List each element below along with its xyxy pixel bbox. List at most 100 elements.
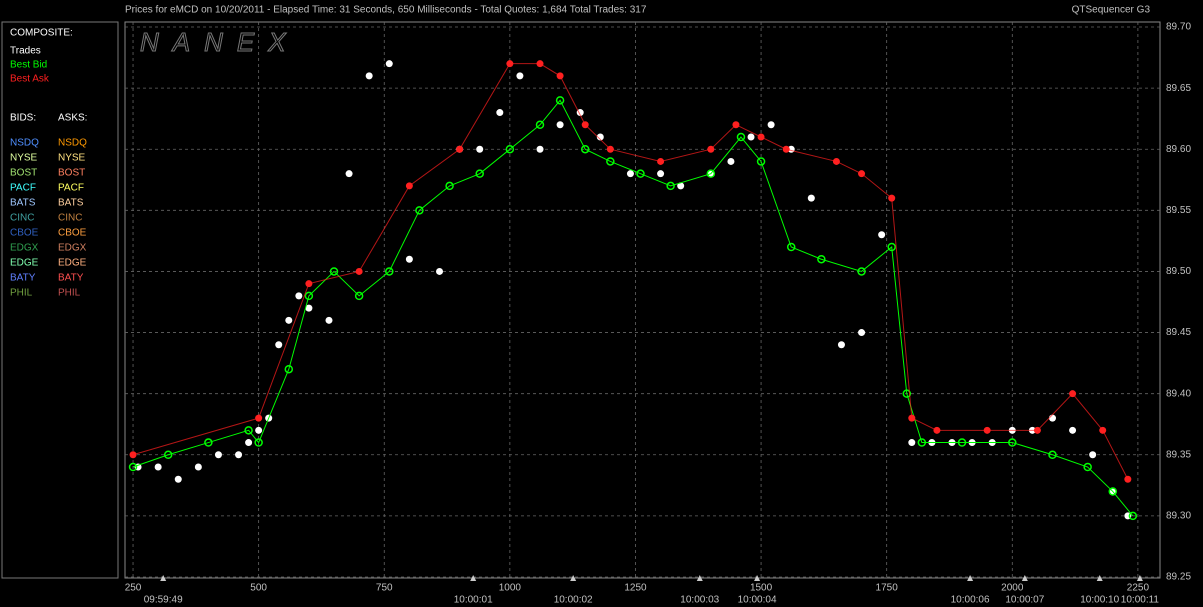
time-tick-mark	[696, 575, 703, 581]
data-point	[832, 157, 840, 165]
data-point	[666, 181, 675, 191]
x-tick-label: 2000	[1001, 583, 1024, 594]
data-point	[1008, 438, 1017, 447]
x-tick-label: 250	[125, 583, 142, 594]
data-point	[456, 145, 464, 153]
y-tick-label: 89.65	[1166, 83, 1191, 94]
legend-entry: Best Ask	[10, 74, 50, 85]
time-tick-label: 10:00:07	[1005, 595, 1044, 606]
time-tick-mark	[1096, 575, 1103, 581]
data-point	[305, 280, 313, 288]
legend-ask: EDGX	[58, 243, 87, 254]
data-point	[244, 426, 253, 435]
data-point	[1033, 426, 1041, 434]
data-point	[902, 389, 912, 398]
data-point	[516, 72, 524, 80]
data-point	[214, 451, 222, 459]
plot-area	[124, 21, 1161, 579]
data-point	[917, 438, 927, 447]
y-tick-label: 89.25	[1166, 572, 1191, 583]
data-point	[1124, 475, 1132, 483]
legend-ask: BOST	[58, 168, 85, 179]
data-point	[194, 463, 202, 471]
data-point	[154, 463, 162, 471]
chart-title: Prices for eMCD on 10/20/2011 - Elapsed …	[125, 5, 647, 16]
data-point	[536, 145, 544, 153]
series-line	[132, 99, 1134, 517]
data-point	[626, 170, 634, 178]
legend-bid: BOST	[10, 168, 37, 179]
x-tick-label: 1250	[624, 583, 647, 594]
time-tick-mark	[1021, 575, 1028, 581]
legend-ask: BATY	[58, 273, 84, 284]
y-tick-label: 89.30	[1166, 511, 1191, 522]
legend-ask: NSDQ	[58, 138, 87, 149]
bids-label: BIDS:	[10, 113, 36, 124]
y-tick-label: 89.45	[1166, 327, 1191, 338]
legend-panel	[1, 21, 119, 579]
data-point	[505, 144, 515, 154]
data-point	[245, 439, 253, 447]
data-point	[535, 120, 545, 130]
legend-bid: PHIL	[10, 288, 33, 299]
data-point	[235, 451, 243, 459]
data-point	[1048, 414, 1056, 422]
data-point	[255, 426, 263, 434]
data-point	[1083, 462, 1092, 472]
data-point	[807, 194, 815, 202]
data-point	[129, 451, 137, 459]
data-point	[1108, 487, 1118, 496]
time-tick-label: 10:00:11	[1121, 595, 1160, 606]
time-tick-mark	[570, 575, 577, 581]
data-point	[163, 450, 173, 460]
data-point	[1048, 450, 1057, 460]
data-point	[908, 439, 916, 447]
data-point	[878, 231, 886, 239]
legend-ask: EDGE	[58, 258, 87, 269]
data-point	[476, 145, 484, 153]
data-point	[887, 242, 896, 252]
data-point	[355, 267, 363, 275]
data-point	[305, 304, 313, 312]
data-point	[295, 292, 303, 300]
data-point	[732, 121, 740, 129]
data-point	[581, 121, 589, 129]
data-point	[556, 121, 564, 129]
y-tick-label: 89.70	[1166, 22, 1191, 33]
time-tick-label: 10:00:04	[738, 595, 777, 606]
data-point	[555, 96, 565, 105]
time-tick-mark	[967, 575, 974, 581]
y-tick-label: 89.35	[1166, 449, 1191, 460]
data-point	[747, 133, 755, 141]
data-point	[536, 60, 544, 68]
data-point	[405, 255, 413, 263]
x-tick-label: 2250	[1127, 583, 1150, 594]
legend-ask: CBOE	[58, 228, 87, 239]
time-tick-label: 10:00:06	[951, 595, 990, 606]
data-point	[606, 145, 614, 153]
data-point	[957, 438, 967, 447]
data-point	[858, 329, 866, 337]
data-point	[475, 169, 484, 178]
legend-bid: NYSE	[10, 153, 38, 164]
data-point	[888, 194, 896, 202]
data-point	[756, 157, 766, 166]
time-tick-label: 10:00:02	[554, 595, 593, 606]
x-tick-label: 1750	[876, 583, 899, 594]
legend-bid: PACF	[10, 183, 36, 194]
data-point	[1099, 426, 1107, 434]
y-tick-label: 89.60	[1166, 144, 1191, 155]
data-point	[436, 267, 444, 275]
time-tick-label: 09:59:49	[144, 595, 183, 606]
legend-ask: NYSE	[58, 153, 86, 164]
legend-ask: PACF	[58, 183, 84, 194]
data-point	[255, 414, 263, 422]
data-point	[405, 182, 413, 190]
y-tick-label: 89.50	[1166, 266, 1191, 277]
data-point	[983, 426, 991, 434]
data-point	[285, 316, 293, 324]
data-point	[365, 72, 373, 80]
series-line	[132, 63, 1129, 480]
data-point	[857, 267, 866, 276]
